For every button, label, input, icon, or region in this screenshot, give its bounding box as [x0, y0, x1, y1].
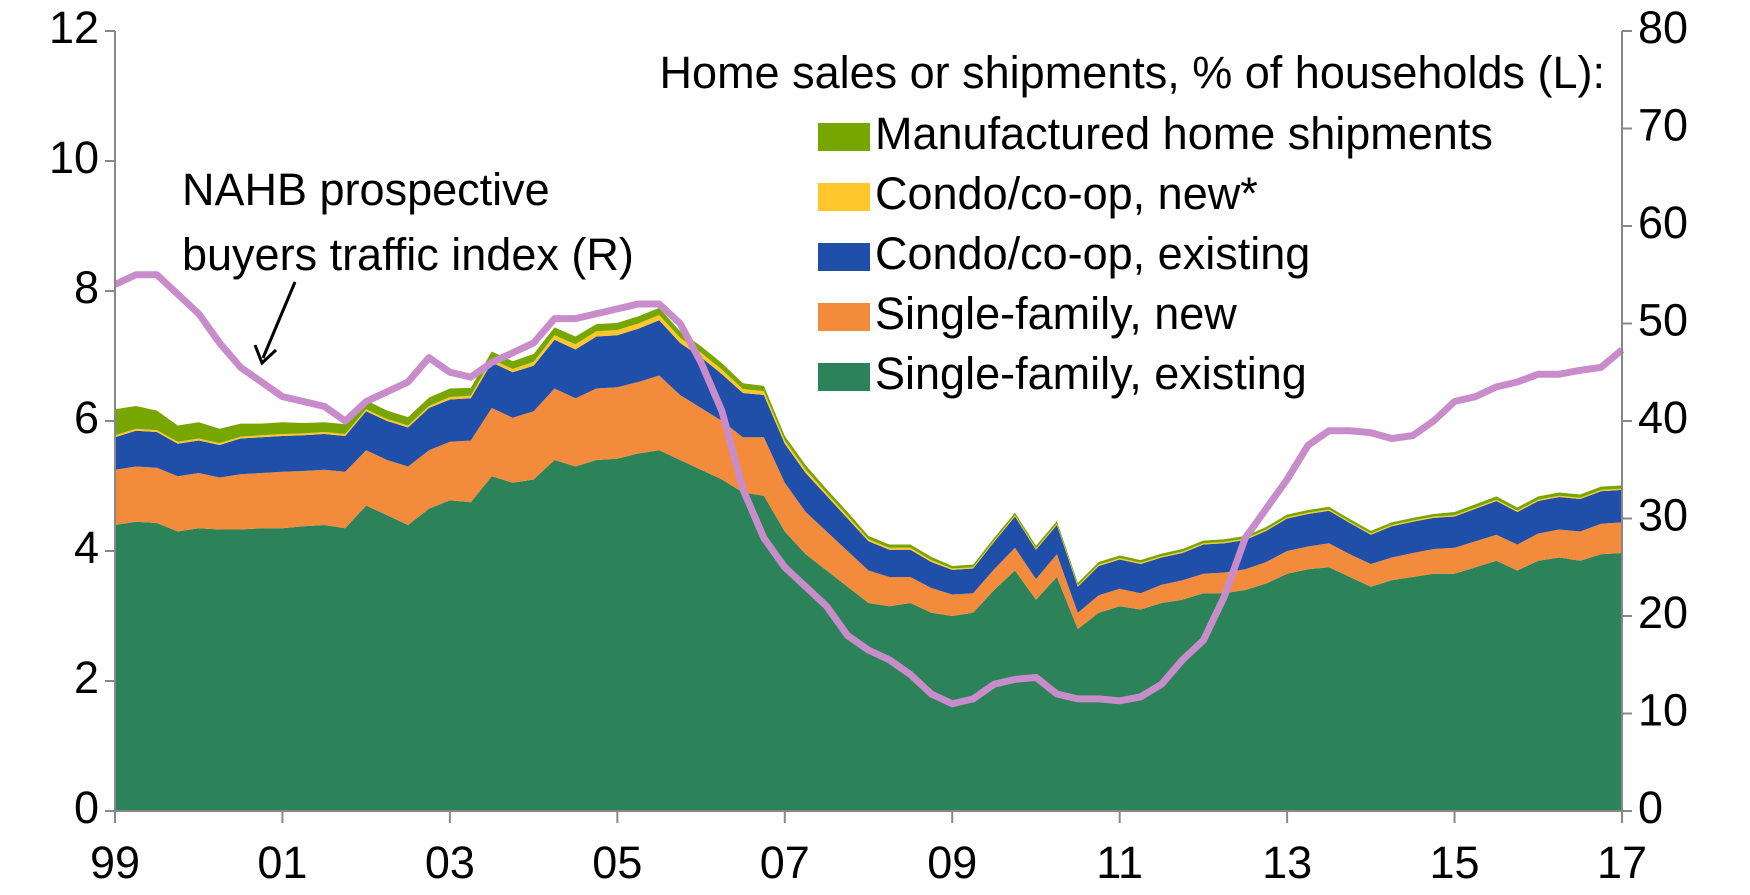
y2-tick-label: 80: [1638, 2, 1688, 53]
y-tick-label: 2: [74, 652, 99, 703]
legend-label: Manufactured home shipments: [875, 108, 1493, 159]
arrow-head: [253, 344, 278, 366]
y-tick-label: 0: [74, 782, 99, 833]
y-tick-label: 12: [49, 2, 99, 53]
legend-swatch: [818, 303, 870, 331]
legend-label: Single-family, existing: [875, 348, 1307, 399]
area: [115, 450, 1622, 811]
y2-tick-label: 0: [1638, 782, 1663, 833]
area: [115, 375, 1622, 629]
y-tick-label: 4: [74, 522, 99, 573]
legend-label: Condo/co-op, existing: [875, 228, 1310, 279]
y2-tick-label: 50: [1638, 294, 1688, 345]
y2-tick-label: 70: [1638, 99, 1688, 150]
x-tick-label: 07: [760, 837, 810, 888]
y2-tick-label: 40: [1638, 392, 1688, 443]
x-tick-label: 17: [1597, 837, 1647, 888]
x-tick-label: 01: [257, 837, 307, 888]
x-tick-label: 15: [1430, 837, 1480, 888]
line: [113, 271, 1625, 708]
legend-swatch: [818, 243, 870, 271]
areas: [115, 307, 1622, 811]
y-tick-label: 8: [74, 262, 99, 313]
annotation: NAHB prospective: [182, 164, 550, 215]
x-tick-label: 03: [425, 837, 475, 888]
arrow: [261, 281, 297, 359]
legend-title: Home sales or shipments, % of households…: [660, 47, 1605, 98]
legend-swatch: [818, 123, 870, 151]
annotation: buyers traffic index (R): [182, 229, 634, 280]
x-tick-label: 99: [90, 837, 140, 888]
legend-label: Condo/co-op, new*: [875, 168, 1258, 219]
legend-label: Single-family, new: [875, 288, 1237, 339]
x-tick-label: 09: [927, 837, 977, 888]
legend-swatch: [818, 183, 870, 211]
x-tick-label: 13: [1262, 837, 1312, 888]
x-tick-label: 05: [592, 837, 642, 888]
y2-tick-label: 30: [1638, 489, 1688, 540]
y2-tick-label: 10: [1638, 684, 1688, 735]
y2-tick-label: 60: [1638, 197, 1688, 248]
y2-tick-label: 20: [1638, 587, 1688, 638]
x-tick-label: 11: [1096, 837, 1143, 888]
y-tick-label: 6: [74, 392, 99, 443]
y-tick-label: 10: [49, 132, 99, 183]
area: [115, 320, 1622, 613]
legend-swatch: [818, 363, 870, 391]
